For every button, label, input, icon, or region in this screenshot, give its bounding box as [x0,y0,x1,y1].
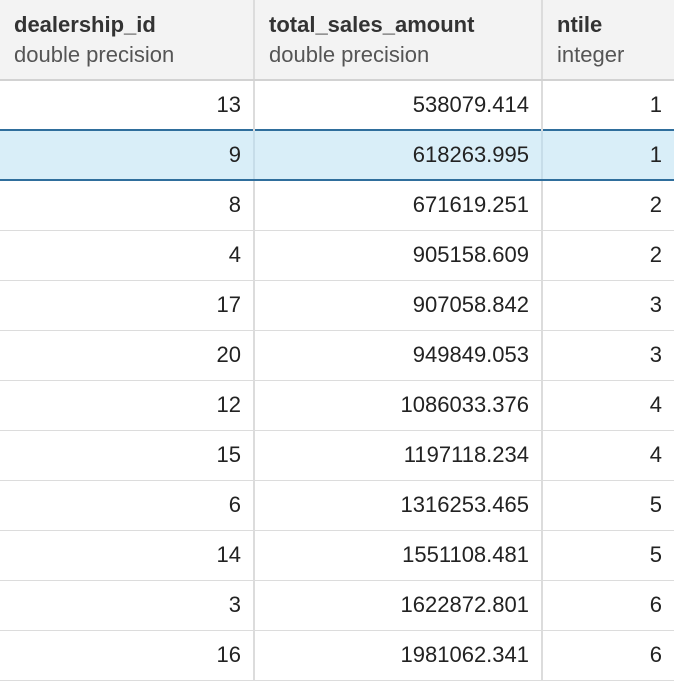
cell-total-sales-amount[interactable]: 907058.842 [254,280,543,331]
cell-ntile[interactable]: 6 [542,580,674,631]
cell-total-sales-amount[interactable]: 1316253.465 [254,480,543,531]
cell-dealership-id[interactable]: 12 [0,380,255,431]
cell-dealership-id[interactable]: 14 [0,530,255,581]
cell-ntile[interactable]: 2 [542,180,674,231]
column-header-ntile[interactable]: ntile integer [542,0,674,81]
cell-dealership-id[interactable]: 20 [0,330,255,381]
table-row[interactable]: 15 1197118.234 4 [0,430,674,481]
cell-total-sales-amount[interactable]: 618263.995 [254,129,543,181]
cell-dealership-id[interactable]: 4 [0,230,255,281]
cell-ntile[interactable]: 1 [542,129,674,181]
column-header-total-sales-amount[interactable]: total_sales_amount double precision [254,0,543,81]
cell-total-sales-amount[interactable]: 1086033.376 [254,380,543,431]
cell-ntile[interactable]: 4 [542,380,674,431]
cell-dealership-id[interactable]: 16 [0,630,255,681]
column-header-dealership-id[interactable]: dealership_id double precision [0,0,255,81]
cell-dealership-id[interactable]: 15 [0,430,255,481]
cell-ntile[interactable]: 3 [542,330,674,381]
cell-dealership-id[interactable]: 6 [0,480,255,531]
table-row[interactable]: 16 1981062.341 6 [0,630,674,681]
column-type: double precision [269,42,430,67]
cell-total-sales-amount[interactable]: 538079.414 [254,80,543,131]
table-row[interactable]: 9 618263.995 1 [0,129,674,181]
table-row[interactable]: 3 1622872.801 6 [0,580,674,631]
cell-dealership-id[interactable]: 9 [0,129,255,181]
column-type: integer [557,42,625,67]
header-row: dealership_id double precision total_sal… [0,0,674,81]
grid-body: 13 538079.414 1 9 618263.995 1 8 671619.251 2 4 90… [0,80,674,681]
cell-total-sales-amount[interactable]: 905158.609 [254,230,543,281]
column-name: total_sales_amount [269,12,475,37]
cell-ntile[interactable]: 4 [542,430,674,481]
table-row[interactable]: 4 905158.609 2 [0,230,674,281]
cell-dealership-id[interactable]: 3 [0,580,255,631]
cell-dealership-id[interactable]: 8 [0,180,255,231]
cell-ntile[interactable]: 2 [542,230,674,281]
cell-total-sales-amount[interactable]: 1622872.801 [254,580,543,631]
cell-total-sales-amount[interactable]: 1551108.481 [254,530,543,581]
column-type: double precision [14,42,175,67]
table-row[interactable]: 14 1551108.481 5 [0,530,674,581]
cell-total-sales-amount[interactable]: 671619.251 [254,180,543,231]
table-row[interactable]: 6 1316253.465 5 [0,480,674,531]
cell-total-sales-amount[interactable]: 1197118.234 [254,430,543,481]
cell-ntile[interactable]: 5 [542,480,674,531]
cell-ntile[interactable]: 1 [542,80,674,131]
cell-total-sales-amount[interactable]: 1981062.341 [254,630,543,681]
cell-dealership-id[interactable]: 17 [0,280,255,331]
cell-ntile[interactable]: 6 [542,630,674,681]
table-row[interactable]: 12 1086033.376 4 [0,380,674,431]
table-row[interactable]: 17 907058.842 3 [0,280,674,331]
table-row[interactable]: 13 538079.414 1 [0,80,674,131]
column-name: dealership_id [14,12,156,37]
cell-ntile[interactable]: 5 [542,530,674,581]
cell-dealership-id[interactable]: 13 [0,80,255,131]
table-row[interactable]: 8 671619.251 2 [0,180,674,231]
cell-ntile[interactable]: 3 [542,280,674,331]
grid-header: dealership_id double precision total_sal… [0,0,674,81]
table-row[interactable]: 20 949849.053 3 [0,330,674,381]
cell-total-sales-amount[interactable]: 949849.053 [254,330,543,381]
column-name: ntile [557,12,603,37]
